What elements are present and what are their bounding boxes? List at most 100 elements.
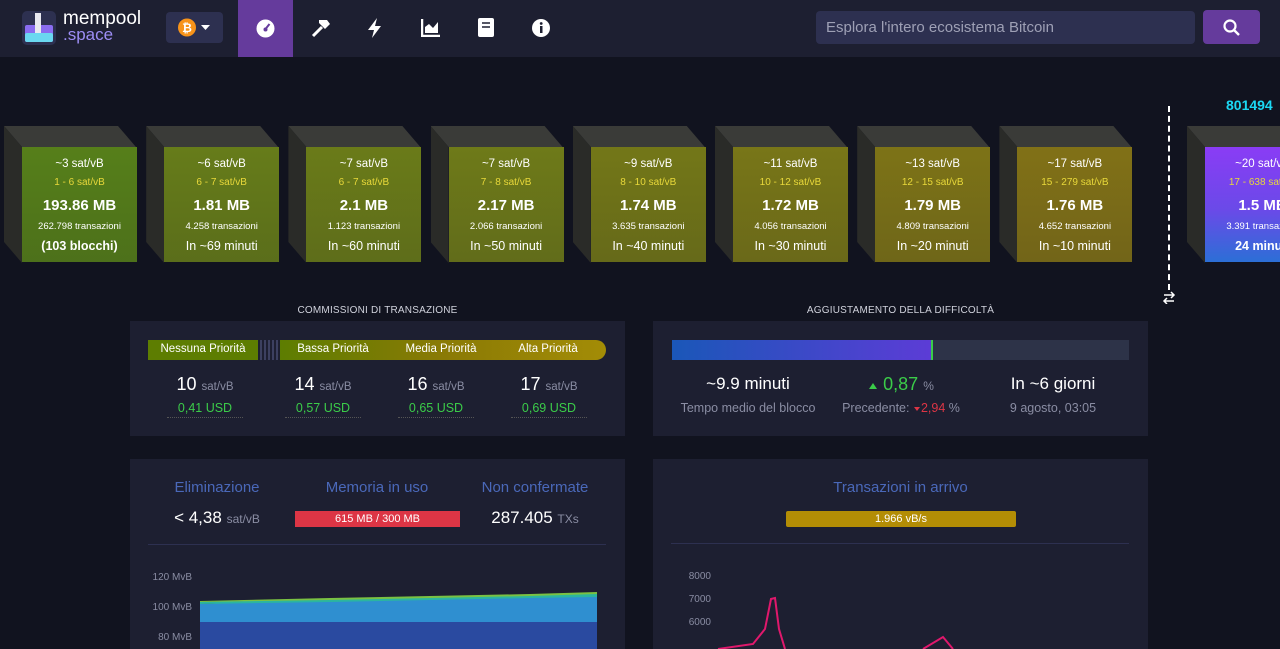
tier-label: Nessuna Priorità — [160, 343, 246, 355]
block-top — [572, 126, 705, 147]
block[interactable]: ~7 sat/vB 7 - 8 sat/vB 2.17 MB 2.066 transa… — [430, 126, 565, 263]
unconfirmed-value: 287.405 — [491, 508, 553, 527]
tier-value: 14 — [294, 374, 315, 394]
block-eta: In ~69 minuti — [185, 239, 258, 253]
block-top — [857, 126, 990, 147]
tier-fee: 14 sat/vB — [273, 374, 373, 395]
block-txs: 4.652 transazioni — [1038, 221, 1112, 232]
block[interactable]: ~7 sat/vB 6 - 7 sat/vB 2.1 MB 1.123 transaz… — [288, 126, 422, 263]
block-fee: ~20 sat/vB — [1235, 158, 1280, 170]
block[interactable]: ~17 sat/vB 15 - 279 sat/vB 1.76 MB 4.652 tr… — [999, 126, 1133, 263]
tier-bar — [280, 340, 606, 360]
tier-label: Alta Priorità — [518, 343, 578, 355]
tier-label: Media Priorità — [405, 343, 477, 355]
block[interactable]: ~9 sat/vB 8 - 10 sat/vB 1.74 MB 3.635 trans… — [572, 126, 707, 263]
block-fee: ~11 sat/vB — [763, 158, 818, 170]
avg-time: ~9.9 minuti — [706, 374, 790, 393]
block-size: 1.74 MB — [619, 197, 677, 214]
block-fee: ~7 sat/vB — [481, 158, 531, 170]
incoming-chart — [717, 596, 954, 649]
block-txs: 3.391 transazioni — [1226, 221, 1280, 232]
block-top — [146, 126, 279, 147]
block[interactable]: ~11 sat/vB 10 - 12 sat/vB 1.72 MB 4.056 tra… — [715, 126, 849, 263]
block-side — [999, 126, 1018, 263]
block-fee: ~6 sat/vB — [197, 158, 246, 170]
tier-bar-none — [148, 340, 258, 360]
tier-usd: 0,57 USD — [285, 401, 361, 418]
purging-unit: sat/vB — [226, 512, 260, 526]
tier-fee: 10 sat/vB — [155, 374, 255, 395]
search-input[interactable]: Esplora l'intero ecosistema Bitcoin — [816, 11, 1195, 44]
block-height: 801494 — [1226, 97, 1273, 113]
tier-unit: sat/vB — [319, 381, 352, 393]
nav-dashboard[interactable] — [238, 0, 293, 57]
block-size: 1.72 MB — [762, 197, 819, 214]
block[interactable]: ~3 sat/vB 1 - 6 sat/vB 193.86 MB 262.798 tr… — [4, 126, 138, 263]
block-fee: ~7 sat/vB — [339, 158, 389, 170]
tier-fee: 16 sat/vB — [386, 374, 486, 395]
tier-unit: sat/vB — [545, 381, 578, 393]
block-front: ~9 sat/vB 8 - 10 sat/vB 1.74 MB 3.635 trans… — [590, 147, 706, 262]
block-size: 1.81 MB — [193, 197, 251, 214]
block-eta: In ~10 minuti — [1038, 239, 1111, 253]
block[interactable]: ~13 sat/vB 12 - 15 sat/vB 1.79 MB 4.809 tra… — [857, 126, 991, 263]
block-front: ~7 sat/vB 7 - 8 sat/vB 2.17 MB 2.066 transa… — [448, 147, 564, 262]
purging-label: Eliminazione — [174, 479, 260, 496]
block-txs: 4.258 transazioni — [185, 221, 258, 232]
nav-about[interactable] — [531, 18, 551, 38]
nav-mining[interactable] — [310, 17, 332, 39]
block-front: ~17 sat/vB 15 - 279 sat/vB 1.76 MB 4.652 tr… — [1017, 147, 1133, 262]
purging-value: < 4,38 — [174, 508, 222, 527]
block-txs: 4.809 transazioni — [896, 221, 969, 232]
dashboard-icon — [256, 19, 275, 38]
swap-icon[interactable] — [1162, 291, 1176, 304]
incoming-card: Transazioni in arrivo 1.966 vB/s 8000 700… — [653, 459, 1148, 649]
bitcoin-icon: ₿ — [178, 18, 210, 37]
y-tick-label: 8000 — [688, 571, 711, 582]
separator — [148, 544, 606, 545]
incoming-line — [717, 596, 954, 649]
logo-icon — [22, 11, 56, 45]
tier-value: 10 — [176, 374, 197, 394]
blockchain: ~3 sat/vB 1 - 6 sat/vB 193.86 MB 262.798 tr… — [0, 0, 1280, 300]
block-txs: 1.123 transazioni — [327, 221, 401, 232]
unconfirmed: 287.405 TXs — [460, 508, 610, 528]
block-front: ~6 sat/vB 6 - 7 sat/vB 1.81 MB 4.258 transa… — [164, 147, 280, 262]
block-side — [4, 126, 22, 263]
block-fee: ~3 sat/vB — [55, 158, 104, 170]
nav-docs[interactable] — [477, 17, 495, 38]
search-button[interactable] — [1203, 10, 1260, 44]
block-eta: In ~50 minuti — [470, 239, 543, 253]
previous-unit: % — [948, 401, 960, 415]
mempool-chart — [200, 592, 597, 649]
block[interactable]: ~20 sat/vB 17 - 638 sat/vB 1.5 MB 3.391 tra… — [1187, 126, 1280, 263]
tier-unit: sat/vB — [201, 381, 234, 393]
tier-usd: 0,65 USD — [398, 401, 474, 418]
block-txs: 4.056 transazioni — [754, 221, 827, 232]
y-tick-label: 7000 — [688, 594, 711, 605]
change-value: 0,87 — [883, 374, 919, 394]
network-selector[interactable]: ₿ — [166, 12, 223, 43]
tier-unit: sat/vB — [432, 381, 465, 393]
block-side — [430, 126, 449, 263]
previous: Precedente: 2,94 % — [826, 401, 976, 415]
block-fee-range: 8 - 10 sat/vB — [620, 177, 677, 188]
block-front: ~20 sat/vB 17 - 638 sat/vB 1.5 MB 3.391 tra… — [1205, 147, 1280, 262]
tier-bar-gap — [260, 340, 280, 360]
block-front: ~11 sat/vB 10 - 12 sat/vB 1.72 MB 4.056 tra… — [733, 147, 848, 262]
block-top — [430, 126, 563, 147]
block-side — [1187, 126, 1205, 263]
down-arrow — [913, 407, 920, 411]
previous-label: Precedente: — [842, 401, 910, 415]
area-layer — [200, 592, 597, 602]
block-fee: ~9 sat/vB — [624, 158, 673, 170]
block[interactable]: ~6 sat/vB 6 - 7 sat/vB 1.81 MB 4.258 transa… — [146, 126, 280, 263]
block-fee-range: 7 - 8 sat/vB — [480, 177, 532, 188]
divider — [1168, 106, 1170, 290]
nav-lightning[interactable] — [366, 17, 384, 39]
block-fee: ~13 sat/vB — [905, 158, 961, 170]
tier-value: 16 — [407, 374, 428, 394]
nav-graphs[interactable] — [421, 18, 441, 37]
change: 0,87 % — [826, 374, 976, 395]
block-eta: In ~30 minuti — [754, 239, 827, 253]
